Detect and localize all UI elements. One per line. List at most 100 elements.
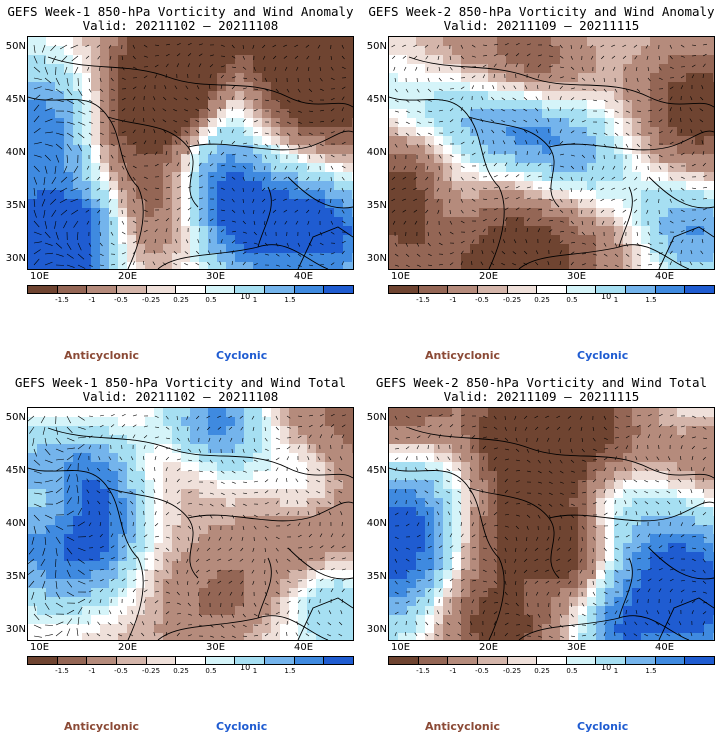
colorbar-swatch bbox=[566, 657, 597, 664]
colorbar-swatch bbox=[116, 286, 147, 293]
colorbar-swatch bbox=[28, 286, 58, 293]
lat-label: 50N bbox=[5, 41, 26, 52]
colorbar-label: 0.25 bbox=[173, 296, 189, 304]
lon-label: 40E bbox=[655, 271, 675, 282]
colorbar-swatch bbox=[655, 657, 686, 664]
lat-label: 40N bbox=[366, 518, 387, 529]
colorbar-swatch bbox=[477, 657, 508, 664]
legend-anticyclonic: Anticyclonic bbox=[64, 349, 140, 362]
colorbar-swatch bbox=[176, 657, 206, 664]
colorbar-mid-label: 10 bbox=[240, 663, 251, 672]
colorbar-swatch bbox=[265, 657, 295, 664]
lat-label: 40N bbox=[5, 147, 26, 158]
wind-vectors bbox=[28, 413, 346, 639]
vorticity-map bbox=[27, 407, 354, 641]
panel-week1-total: GEFS Week-1 850-hPa Vorticity and Wind T… bbox=[0, 371, 361, 742]
lon-label: 10E bbox=[30, 642, 50, 653]
colorbar-swatch bbox=[235, 286, 266, 293]
colorbar bbox=[388, 285, 715, 294]
colorbar-swatch bbox=[685, 286, 715, 293]
colorbar bbox=[27, 285, 354, 294]
lat-label: 35N bbox=[5, 200, 26, 211]
map-canvas bbox=[28, 408, 353, 640]
colorbar-swatch bbox=[324, 286, 354, 293]
map-canvas bbox=[389, 408, 714, 640]
lat-label: 45N bbox=[5, 465, 26, 476]
colorbar-label: -0.25 bbox=[141, 296, 161, 304]
coastlines bbox=[389, 56, 714, 269]
valid-period: Valid: 20211102 – 20211108 bbox=[82, 389, 279, 404]
lon-label: 20E bbox=[479, 642, 499, 653]
colorbar-swatch bbox=[477, 286, 508, 293]
colorbar-label: -0.5 bbox=[114, 296, 128, 304]
colorbar-swatch bbox=[507, 657, 538, 664]
colorbar-swatch bbox=[448, 286, 478, 293]
lat-label: 45N bbox=[5, 94, 26, 105]
colorbar-label: -1 bbox=[88, 667, 96, 675]
map-title: GEFS Week-1 850-hPa Vorticity and Wind A… bbox=[7, 4, 354, 19]
colorbar-label: -0.5 bbox=[114, 667, 128, 675]
colorbar-swatch bbox=[28, 657, 58, 664]
colorbar-swatch bbox=[205, 657, 236, 664]
colorbar-swatch bbox=[418, 657, 449, 664]
colorbar-label: 1.5 bbox=[284, 667, 296, 675]
colorbar bbox=[27, 656, 354, 665]
coastlines bbox=[389, 427, 714, 640]
map-canvas bbox=[28, 37, 353, 269]
colorbar-label: -1 bbox=[88, 296, 96, 304]
lat-label: 45N bbox=[366, 94, 387, 105]
panel-week2-anomaly: GEFS Week-2 850-hPa Vorticity and Wind A… bbox=[361, 0, 722, 371]
map-canvas bbox=[389, 37, 714, 269]
lon-label: 30E bbox=[206, 642, 226, 653]
lat-label: 30N bbox=[366, 624, 387, 635]
colorbar-swatch bbox=[418, 286, 449, 293]
lat-label: 30N bbox=[5, 253, 26, 264]
colorbar-label: -0.5 bbox=[475, 667, 489, 675]
legend-anticyclonic: Anticyclonic bbox=[425, 720, 501, 733]
legend-anticyclonic: Anticyclonic bbox=[64, 720, 140, 733]
lon-label: 30E bbox=[206, 271, 226, 282]
colorbar-swatch bbox=[596, 657, 627, 664]
colorbar-label: 1 bbox=[613, 296, 619, 304]
colorbar-label: -1.5 bbox=[416, 296, 430, 304]
colorbar-label: 1 bbox=[252, 667, 258, 675]
colorbar-swatch bbox=[205, 286, 236, 293]
colorbar-label: 0.25 bbox=[534, 667, 550, 675]
colorbar-swatch bbox=[537, 657, 567, 664]
colorbar-swatch bbox=[389, 286, 419, 293]
colorbar-swatch bbox=[566, 286, 597, 293]
colorbar-label: 1 bbox=[613, 667, 619, 675]
colorbar-label: 0.5 bbox=[566, 296, 578, 304]
colorbar-mid-label: 10 bbox=[601, 292, 612, 301]
wind-vectors bbox=[33, 42, 347, 269]
colorbar-swatch bbox=[324, 657, 354, 664]
lat-label: 40N bbox=[366, 147, 387, 158]
colorbar-mid-label: 10 bbox=[240, 292, 251, 301]
wind-vectors bbox=[391, 42, 707, 268]
lat-label: 40N bbox=[5, 518, 26, 529]
colorbar-label: 0.25 bbox=[173, 667, 189, 675]
colorbar-swatch bbox=[655, 286, 686, 293]
legend-cyclonic: Cyclonic bbox=[216, 349, 268, 362]
map-title: GEFS Week-2 850-hPa Vorticity and Wind T… bbox=[375, 375, 708, 390]
lat-label: 30N bbox=[5, 624, 26, 635]
colorbar-swatch bbox=[87, 286, 117, 293]
lat-label: 35N bbox=[366, 571, 387, 582]
colorbar-label: -1.5 bbox=[55, 667, 69, 675]
panel-week1-anomaly: GEFS Week-1 850-hPa Vorticity and Wind A… bbox=[0, 0, 361, 371]
colorbar-swatch bbox=[389, 657, 419, 664]
vorticity-map bbox=[388, 407, 715, 641]
colorbar-swatch bbox=[146, 657, 177, 664]
colorbar-label: -1.5 bbox=[55, 296, 69, 304]
legend-cyclonic: Cyclonic bbox=[577, 720, 629, 733]
colorbar-label: 1 bbox=[252, 296, 258, 304]
map-title: GEFS Week-2 850-hPa Vorticity and Wind A… bbox=[368, 4, 715, 19]
coastlines bbox=[28, 56, 353, 269]
colorbar-label: -1 bbox=[449, 667, 457, 675]
colorbar-mid-label: 10 bbox=[601, 663, 612, 672]
lon-label: 40E bbox=[655, 642, 675, 653]
colorbar-label: -0.25 bbox=[141, 667, 161, 675]
lat-label: 50N bbox=[366, 41, 387, 52]
colorbar-swatch bbox=[116, 657, 147, 664]
lat-label: 35N bbox=[366, 200, 387, 211]
